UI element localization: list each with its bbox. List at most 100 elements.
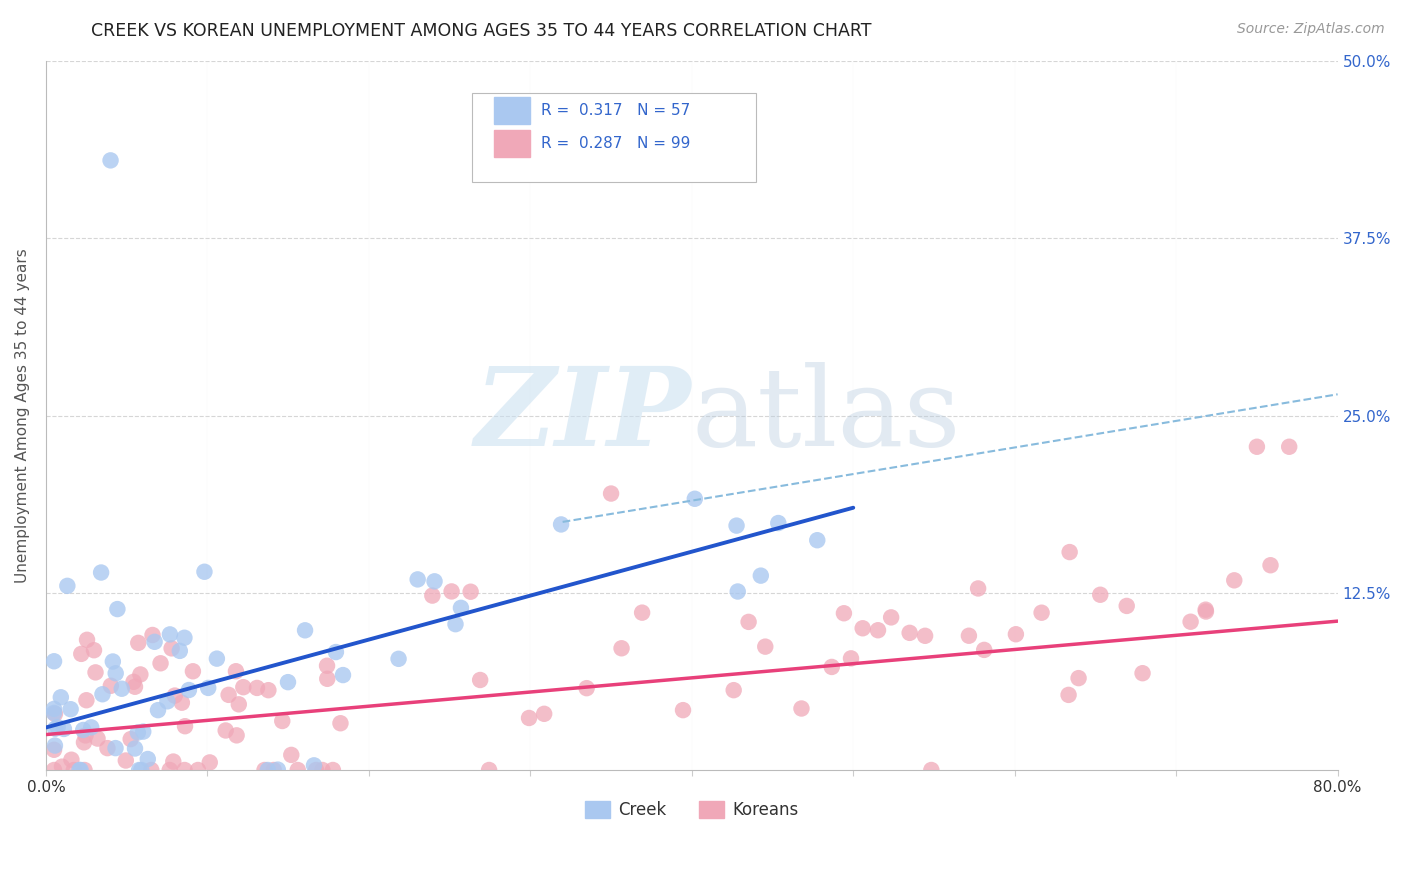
- Point: [478, 763, 501, 777]
- Point: [149, 657, 172, 671]
- Point: [253, 763, 276, 777]
- Point: [806, 533, 828, 548]
- Point: [127, 725, 149, 739]
- Point: [277, 675, 299, 690]
- Bar: [494, 96, 530, 123]
- Point: [159, 763, 181, 777]
- Point: [517, 711, 540, 725]
- Point: [267, 763, 290, 777]
- Point: [1223, 574, 1246, 588]
- Point: [111, 681, 134, 696]
- Point: [60, 753, 83, 767]
- Point: [305, 763, 328, 777]
- Point: [332, 668, 354, 682]
- Point: [920, 763, 942, 777]
- Point: [49, 690, 72, 705]
- Point: [73, 763, 96, 777]
- Point: [42, 706, 65, 720]
- Point: [1246, 440, 1268, 454]
- Text: CREEK VS KOREAN UNEMPLOYMENT AMONG AGES 35 TO 44 YEARS CORRELATION CHART: CREEK VS KOREAN UNEMPLOYMENT AMONG AGES …: [91, 22, 872, 40]
- Point: [725, 518, 748, 533]
- Point: [329, 716, 352, 731]
- Point: [177, 683, 200, 698]
- Point: [104, 741, 127, 756]
- Point: [120, 732, 142, 747]
- Text: ZIP: ZIP: [475, 362, 692, 469]
- Point: [280, 747, 302, 762]
- Point: [44, 706, 66, 721]
- Text: R =  0.287   N = 99: R = 0.287 N = 99: [541, 136, 690, 151]
- Point: [866, 624, 889, 638]
- Point: [754, 640, 776, 654]
- Point: [1031, 606, 1053, 620]
- Point: [422, 589, 444, 603]
- Point: [1195, 605, 1218, 619]
- Y-axis label: Unemployment Among Ages 35 to 44 years: Unemployment Among Ages 35 to 44 years: [15, 248, 30, 583]
- Point: [141, 763, 163, 777]
- Point: [271, 714, 294, 728]
- Point: [75, 728, 97, 742]
- Point: [143, 635, 166, 649]
- Point: [96, 741, 118, 756]
- Point: [423, 574, 446, 589]
- Point: [127, 636, 149, 650]
- Point: [101, 655, 124, 669]
- Point: [311, 763, 333, 777]
- Point: [122, 674, 145, 689]
- Point: [124, 680, 146, 694]
- Point: [727, 584, 749, 599]
- Point: [131, 763, 153, 777]
- Point: [225, 728, 247, 742]
- Point: [672, 703, 695, 717]
- Point: [44, 739, 66, 753]
- Point: [1090, 588, 1112, 602]
- Point: [1132, 666, 1154, 681]
- Point: [1180, 615, 1202, 629]
- Point: [821, 660, 844, 674]
- Point: [128, 763, 150, 777]
- Point: [768, 516, 790, 530]
- Point: [162, 755, 184, 769]
- Point: [62, 763, 84, 777]
- Point: [246, 681, 269, 695]
- Point: [90, 566, 112, 580]
- Point: [322, 763, 344, 777]
- Point: [156, 694, 179, 708]
- Point: [225, 665, 247, 679]
- Point: [59, 702, 82, 716]
- Point: [1057, 688, 1080, 702]
- Point: [852, 621, 875, 635]
- Point: [444, 617, 467, 632]
- Point: [460, 584, 482, 599]
- Point: [72, 723, 94, 737]
- Point: [129, 667, 152, 681]
- Point: [205, 651, 228, 665]
- Point: [163, 689, 186, 703]
- Bar: [494, 130, 530, 157]
- Point: [198, 756, 221, 770]
- Point: [406, 573, 429, 587]
- Point: [1195, 602, 1218, 616]
- Point: [146, 703, 169, 717]
- Point: [232, 680, 254, 694]
- Point: [124, 741, 146, 756]
- Point: [450, 600, 472, 615]
- Point: [80, 720, 103, 734]
- Point: [193, 565, 215, 579]
- Point: [173, 763, 195, 777]
- Point: [610, 641, 633, 656]
- Point: [104, 666, 127, 681]
- Point: [256, 763, 278, 777]
- Point: [387, 652, 409, 666]
- Text: Source: ZipAtlas.com: Source: ZipAtlas.com: [1237, 22, 1385, 37]
- FancyBboxPatch shape: [472, 93, 756, 182]
- Point: [228, 698, 250, 712]
- Point: [173, 631, 195, 645]
- Point: [631, 606, 654, 620]
- Point: [76, 632, 98, 647]
- Point: [42, 763, 65, 777]
- Point: [67, 763, 90, 777]
- Point: [723, 683, 745, 698]
- Point: [749, 568, 772, 582]
- Point: [832, 606, 855, 620]
